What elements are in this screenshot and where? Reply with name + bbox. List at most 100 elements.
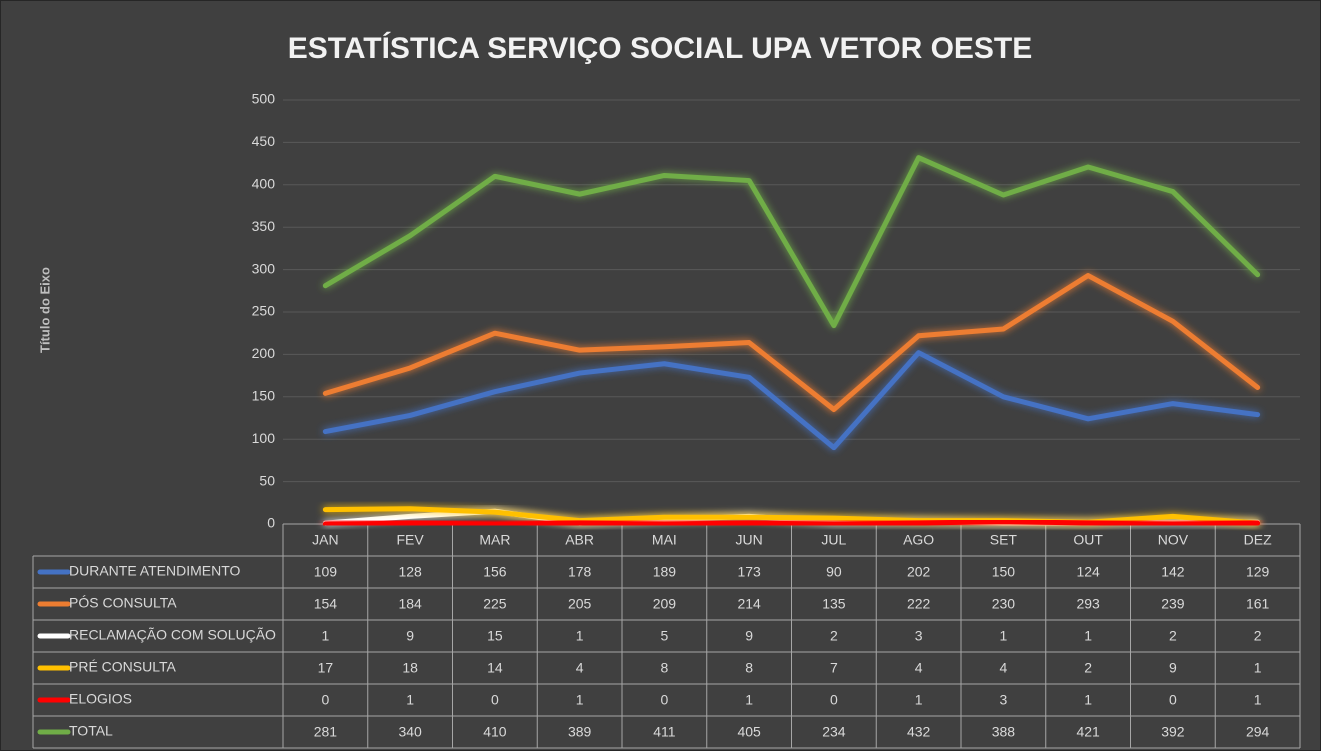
table-cell: 293 bbox=[1076, 596, 1100, 612]
table-cell: 411 bbox=[653, 724, 676, 740]
table-cell: 109 bbox=[314, 564, 338, 580]
table-cell: 142 bbox=[1161, 564, 1185, 580]
table-cell: 340 bbox=[398, 724, 422, 740]
table-cell: 1 bbox=[915, 692, 923, 708]
table-cell: 214 bbox=[737, 596, 761, 612]
table-cell: 0 bbox=[830, 692, 838, 708]
x-tick-label: MAI bbox=[652, 532, 677, 548]
table-cell: 1 bbox=[745, 692, 753, 708]
table-cell: 1 bbox=[1084, 692, 1092, 708]
table-cell: 128 bbox=[398, 564, 422, 580]
table-cell: 156 bbox=[483, 564, 507, 580]
line-series bbox=[322, 518, 1261, 527]
table-cell: 0 bbox=[321, 692, 329, 708]
table-cell: 1 bbox=[406, 692, 414, 708]
table-cell: 205 bbox=[568, 596, 592, 612]
chart-title: ESTATÍSTICA SERVIÇO SOCIAL UPA VETOR OES… bbox=[288, 31, 1033, 65]
legend-label: DURANTE ATENDIMENTO bbox=[69, 563, 240, 579]
y-tick-label: 400 bbox=[252, 176, 276, 192]
table-cell: 135 bbox=[822, 596, 846, 612]
y-tick-label: 250 bbox=[252, 303, 276, 319]
table-cell: 2 bbox=[1169, 628, 1177, 644]
table-cell: 17 bbox=[318, 660, 334, 676]
y-tick-label: 150 bbox=[252, 388, 276, 404]
y-tick-label: 500 bbox=[252, 91, 276, 107]
table-cell: 432 bbox=[907, 724, 931, 740]
table-cell: 230 bbox=[992, 596, 1016, 612]
table-cell: 1 bbox=[1254, 692, 1262, 708]
table-cell: 161 bbox=[1246, 596, 1270, 612]
y-tick-label: 200 bbox=[252, 345, 276, 361]
x-tick-label: NOV bbox=[1158, 532, 1189, 548]
table-cell: 234 bbox=[822, 724, 846, 740]
x-tick-label: FEV bbox=[397, 532, 425, 548]
table-cell: 150 bbox=[992, 564, 1016, 580]
table-cell: 410 bbox=[483, 724, 507, 740]
table-cell: 3 bbox=[999, 692, 1007, 708]
table-cell: 4 bbox=[915, 660, 923, 676]
table-cell: 173 bbox=[737, 564, 761, 580]
table-cell: 1 bbox=[1254, 660, 1262, 676]
table-cell: 18 bbox=[402, 660, 418, 676]
table-cell: 154 bbox=[314, 596, 338, 612]
x-tick-label: AGO bbox=[903, 532, 934, 548]
table-cell: 8 bbox=[660, 660, 668, 676]
y-axis-label: Título do Eixo bbox=[37, 267, 52, 353]
table-cell: 2 bbox=[830, 628, 838, 644]
table-cell: 421 bbox=[1076, 724, 1100, 740]
y-tick-label: 100 bbox=[252, 430, 276, 446]
x-tick-label: SET bbox=[990, 532, 1018, 548]
table-cell: 2 bbox=[1254, 628, 1262, 644]
table-cell: 294 bbox=[1246, 724, 1270, 740]
table-cell: 178 bbox=[568, 564, 592, 580]
legend-label: TOTAL bbox=[69, 723, 113, 739]
line-series bbox=[322, 155, 1261, 329]
table-cell: 1 bbox=[999, 628, 1007, 644]
x-tick-label: DEZ bbox=[1244, 532, 1272, 548]
table-cell: 8 bbox=[745, 660, 753, 676]
table-cell: 222 bbox=[907, 596, 931, 612]
table-cell: 0 bbox=[491, 692, 499, 708]
x-tick-label: JUN bbox=[736, 532, 763, 548]
table-cell: 90 bbox=[826, 564, 842, 580]
table-cell: 202 bbox=[907, 564, 931, 580]
legend-label: RECLAMAÇÃO COM SOLUÇÃO bbox=[69, 627, 276, 643]
table-cell: 225 bbox=[483, 596, 507, 612]
table-cell: 1 bbox=[576, 692, 584, 708]
table-cell: 2 bbox=[1084, 660, 1092, 676]
legend-label: PÓS CONSULTA bbox=[69, 595, 177, 611]
table-cell: 239 bbox=[1161, 596, 1185, 612]
table-cell: 388 bbox=[992, 724, 1016, 740]
table-cell: 5 bbox=[660, 628, 668, 644]
table-cell: 281 bbox=[314, 724, 338, 740]
table-cell: 1 bbox=[576, 628, 584, 644]
table-cell: 389 bbox=[568, 724, 592, 740]
table-cell: 184 bbox=[398, 596, 422, 612]
table-cell: 405 bbox=[737, 724, 761, 740]
table-cell: 9 bbox=[745, 628, 753, 644]
table-cell: 1 bbox=[1084, 628, 1092, 644]
x-tick-label: MAR bbox=[479, 532, 510, 548]
line-series bbox=[322, 273, 1261, 413]
table-cell: 4 bbox=[576, 660, 584, 676]
table-cell: 4 bbox=[999, 660, 1007, 676]
table-cell: 7 bbox=[830, 660, 838, 676]
table-cell: 0 bbox=[660, 692, 668, 708]
table-cell: 189 bbox=[653, 564, 677, 580]
y-tick-label: 450 bbox=[252, 133, 276, 149]
x-tick-label: ABR bbox=[565, 532, 594, 548]
table-cell: 0 bbox=[1169, 692, 1177, 708]
x-tick-label: JAN bbox=[312, 532, 338, 548]
table-cell: 392 bbox=[1161, 724, 1185, 740]
table-cell: 209 bbox=[653, 596, 677, 612]
y-tick-label: 50 bbox=[259, 472, 275, 488]
table-cell: 15 bbox=[487, 628, 503, 644]
table-cell: 9 bbox=[1169, 660, 1177, 676]
y-tick-label: 0 bbox=[267, 515, 275, 531]
table-cell: 14 bbox=[487, 660, 503, 676]
legend-label: ELOGIOS bbox=[69, 691, 132, 707]
legend-label: PRÉ CONSULTA bbox=[69, 659, 176, 675]
table-cell: 9 bbox=[406, 628, 414, 644]
